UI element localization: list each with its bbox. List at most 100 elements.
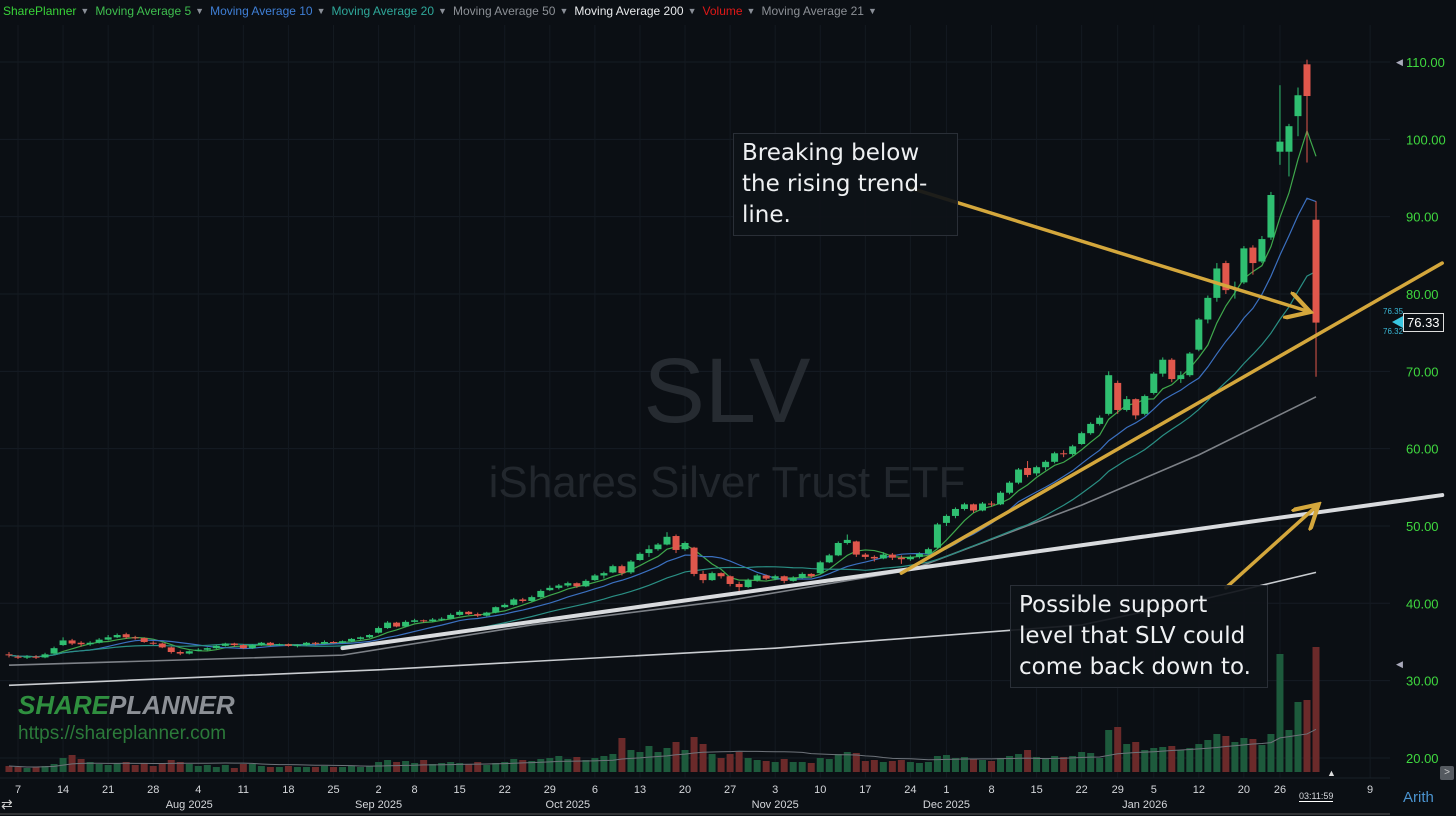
candle-body — [1267, 195, 1275, 238]
volume-bar — [663, 748, 671, 772]
annotation-note-support[interactable]: Possible support level that SLV could co… — [1010, 585, 1268, 688]
candle — [942, 514, 950, 526]
candle-body — [176, 652, 184, 654]
breakdown-arrow[interactable] — [908, 186, 1307, 311]
candle — [672, 534, 680, 554]
caret-down-icon[interactable]: ▼ — [746, 6, 756, 16]
candle — [176, 650, 184, 656]
candle — [212, 645, 220, 649]
volume-bar — [1186, 748, 1194, 772]
volume-bar — [591, 758, 599, 772]
candle-body — [465, 611, 473, 615]
candle — [1168, 358, 1176, 383]
volume-bar — [474, 762, 482, 772]
volume-bar — [1042, 758, 1050, 772]
alert-marker-icon[interactable]: ◀ — [1396, 57, 1403, 67]
scale-mode-toggle[interactable]: Arith — [1403, 789, 1434, 806]
candle-body — [14, 656, 22, 658]
candle — [230, 642, 238, 647]
candle-body — [113, 635, 121, 638]
candle-body — [852, 541, 860, 555]
support-line[interactable] — [340, 493, 1445, 651]
legend-ma21[interactable]: Moving Average 21 ▼ — [761, 4, 877, 18]
month-label: Aug 2025 — [166, 799, 213, 811]
scroll-right-button[interactable]: > — [1440, 766, 1454, 780]
candle — [1087, 422, 1095, 435]
candle — [465, 611, 473, 615]
volume-bar — [708, 754, 716, 772]
time-tick-label: 25 — [327, 784, 339, 796]
legend-shareplanner[interactable]: SharePlanner ▼ — [3, 4, 90, 18]
candle — [600, 571, 608, 579]
candle — [1195, 317, 1203, 352]
volume-bar — [158, 763, 166, 772]
candle — [1051, 451, 1059, 464]
caret-down-icon[interactable]: ▼ — [559, 6, 569, 16]
candle — [203, 647, 211, 651]
candle-body — [447, 614, 455, 619]
annotation-note-breakdown[interactable]: Breaking below the rising trend-line. — [733, 133, 958, 236]
candle — [645, 545, 653, 557]
volume-bar — [1222, 736, 1230, 772]
volume-bar — [1150, 748, 1158, 772]
alert-marker-icon[interactable]: ◀ — [1396, 659, 1403, 669]
candle-body — [402, 621, 410, 627]
volume-bar — [546, 758, 554, 772]
volume-bar — [284, 766, 292, 772]
candle-body — [1240, 248, 1248, 283]
time-tick-label: 28 — [147, 784, 159, 796]
legend-ma10[interactable]: Moving Average 10 ▼ — [210, 4, 326, 18]
candle — [293, 644, 301, 648]
candle — [41, 652, 49, 659]
legend-ma50[interactable]: Moving Average 50 ▼ — [452, 4, 569, 18]
caret-down-icon[interactable]: ▼ — [687, 6, 697, 16]
legend-volume[interactable]: Volume ▼ — [702, 4, 756, 18]
candle-body — [726, 576, 734, 584]
candle — [969, 503, 977, 513]
candle — [1285, 123, 1293, 177]
time-tick-label: 14 — [57, 784, 69, 796]
reset-chart-icon[interactable]: ⇄ — [1, 796, 13, 812]
candle — [591, 573, 599, 581]
time-tick-label: 3 — [772, 784, 778, 796]
volume-bar — [465, 764, 473, 772]
volume-bar — [978, 760, 986, 772]
volume-bar — [1033, 757, 1041, 772]
caret-down-icon[interactable]: ▼ — [80, 6, 90, 16]
volume-bar — [393, 762, 401, 772]
price-tick-label: 80.00 — [1406, 287, 1439, 302]
volume-bar — [1087, 753, 1095, 772]
candle — [753, 573, 761, 582]
candle-body — [203, 648, 211, 650]
volume-bar — [690, 737, 698, 772]
candle — [456, 610, 464, 616]
caret-down-icon[interactable]: ▼ — [316, 6, 326, 16]
candle-body — [933, 524, 941, 548]
scroll-up-icon[interactable]: ▲ — [1327, 768, 1336, 778]
legend-ma20[interactable]: Moving Average 20 ▼ — [331, 4, 447, 18]
candle — [915, 552, 923, 559]
candle-body — [329, 641, 337, 643]
support-arrow[interactable] — [1224, 507, 1316, 590]
caret-down-icon[interactable]: ▼ — [195, 6, 205, 16]
candle-body — [618, 566, 626, 574]
legend-ma200[interactable]: Moving Average 200 ▼ — [574, 4, 697, 18]
time-tick-label: 2 — [375, 784, 381, 796]
legend-ma5[interactable]: Moving Average 5 ▼ — [95, 4, 205, 18]
volume-bar — [266, 767, 274, 772]
volume-bar — [834, 754, 842, 772]
volume-bar — [1231, 742, 1239, 772]
candle — [1177, 371, 1185, 383]
volume-bar — [483, 765, 491, 772]
candle — [906, 555, 914, 561]
candle — [609, 564, 617, 574]
caret-down-icon[interactable]: ▼ — [867, 6, 877, 16]
candle — [789, 576, 797, 582]
volume-bar — [897, 760, 905, 772]
rising-trend-line[interactable] — [899, 261, 1444, 575]
candle-body — [492, 607, 500, 613]
caret-down-icon[interactable]: ▼ — [438, 6, 447, 16]
candle — [167, 646, 175, 654]
candle-body — [474, 614, 482, 616]
